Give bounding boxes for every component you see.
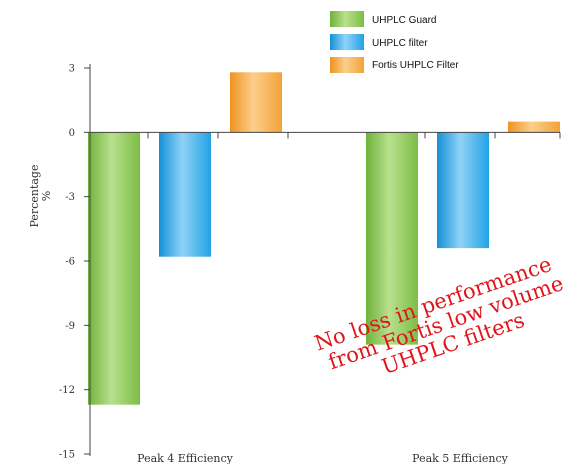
- annotation: No loss in performance from Fortis low v…: [312, 252, 567, 379]
- axes-layer: 3 0 -3 -6 -9 -12 -15 Peak 4 Efficiency Peak 5 Ef…: [59, 64, 561, 464]
- bar-uhplc-guard-peak-4-efficiency: [88, 132, 140, 405]
- bars-layer: [88, 72, 560, 405]
- bar-fortis-uhplc-filter-peak-5-efficiency: [508, 121, 560, 133]
- y-tick-label: -9: [65, 321, 75, 332]
- y-tick-label: -3: [65, 192, 75, 203]
- legend-swatch-fortis-uhplc-filter: [330, 57, 364, 73]
- bar-uhplc-filter-peak-5-efficiency: [437, 132, 489, 249]
- y-tick-label: -6: [65, 257, 75, 268]
- y-tick-label: -12: [59, 385, 75, 396]
- y-tick-label: 3: [69, 64, 75, 75]
- y-axis-label: Percentage %: [28, 165, 53, 228]
- bar-uhplc-guard-peak-5-efficiency: [366, 132, 418, 345]
- bar-fortis-uhplc-filter-peak-4-efficiency: [230, 72, 282, 133]
- x-category-label: Peak 5 Efficiency: [412, 452, 508, 464]
- legend-swatch-uhplc-guard: [330, 11, 364, 27]
- y-tick-label: -15: [59, 450, 75, 461]
- legend-label-uhplc-guard: UHPLC Guard: [372, 15, 436, 26]
- y-axis-label-line-1: Percentage: [28, 165, 41, 228]
- legend: UHPLC Guard UHPLC filter Fortis UHPLC Fi…: [330, 11, 459, 73]
- legend-label-uhplc-filter: UHPLC filter: [372, 38, 428, 49]
- legend-swatch-uhplc-filter: [330, 34, 364, 50]
- y-tick-label: 0: [69, 128, 75, 139]
- x-category-label: Peak 4 Efficiency: [137, 452, 233, 464]
- legend-label-fortis-uhplc-filter: Fortis UHPLC Filter: [372, 60, 459, 71]
- y-axis-label-line-2: %: [40, 191, 53, 201]
- bar-uhplc-filter-peak-4-efficiency: [159, 132, 211, 257]
